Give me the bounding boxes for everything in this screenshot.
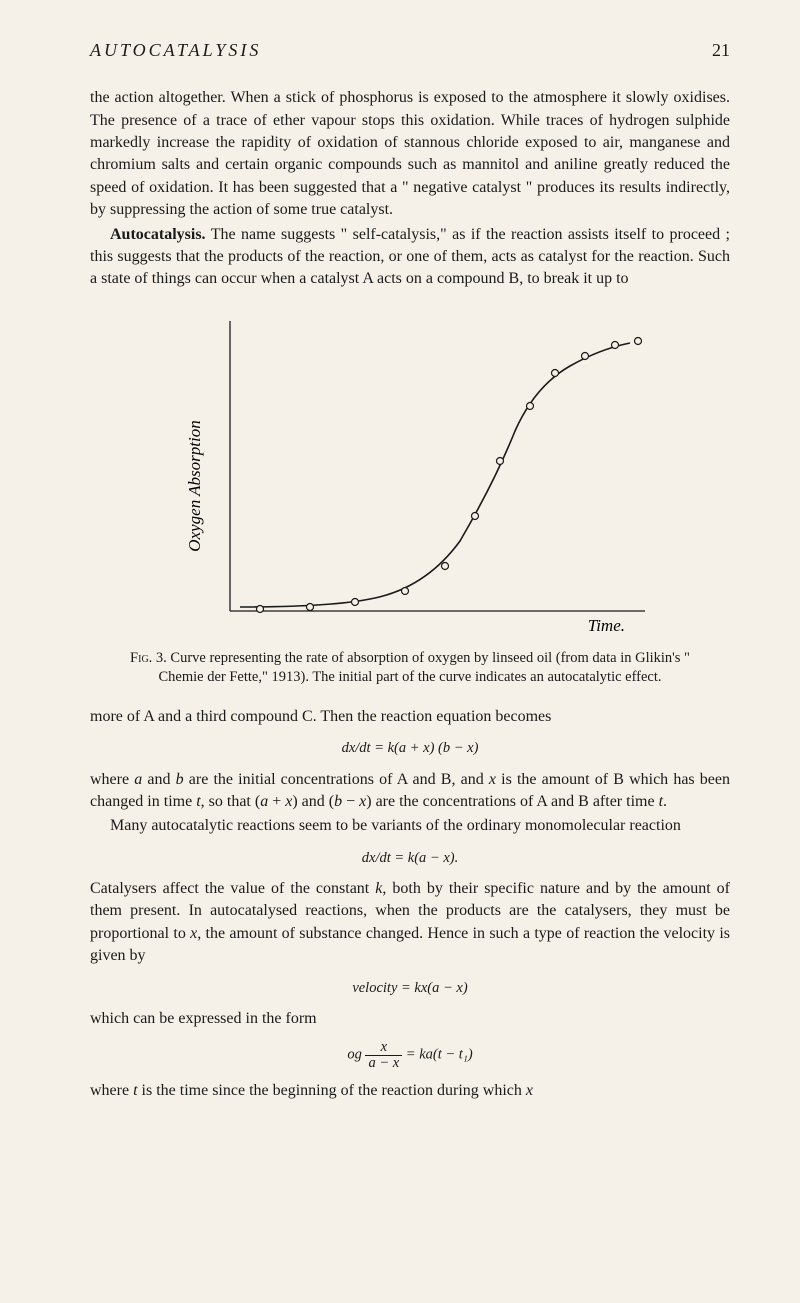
paragraph-2: Autocatalysis. The name suggests " self-… [90, 224, 730, 291]
y-axis-label: Oxygen Absorption [185, 420, 204, 551]
autocatalysis-heading: Autocatalysis. [110, 226, 206, 243]
equation-1: dx/dt = k(a + x) (b − x) [90, 738, 730, 758]
paragraph-3: more of A and a third compound C. Then t… [90, 706, 730, 728]
data-point [442, 562, 449, 569]
x-axis-label: Time. [588, 616, 625, 635]
data-point [402, 587, 409, 594]
page-number: 21 [712, 38, 730, 63]
data-point [472, 512, 479, 519]
data-point [307, 603, 314, 610]
paragraph-5: Many autocatalytic reactions seem to be … [90, 815, 730, 837]
paragraph-7: which can be expressed in the form [90, 1008, 730, 1030]
paragraph-4: where a and b are the initial concentrat… [90, 769, 730, 814]
equation-3: velocity = kx(a − x) [90, 978, 730, 998]
data-point [497, 457, 504, 464]
figure-caption-text: Curve representing the rate of absorptio… [158, 650, 689, 686]
equation-2: dx/dt = k(a − x). [90, 848, 730, 868]
data-point [352, 598, 359, 605]
oxygen-absorption-chart: Oxygen Absorption Time. [170, 311, 650, 641]
data-point [527, 402, 534, 409]
data-point [582, 352, 589, 359]
paragraph-6: Catalysers affect the value of the const… [90, 878, 730, 968]
figure-label: Fig. 3. [130, 650, 167, 666]
paragraph-8: where t is the time since the beginning … [90, 1080, 730, 1102]
equation-4: og xa − x = ka(t − t₁) [90, 1040, 730, 1070]
sigmoid-curve [240, 343, 630, 607]
page-title: AUTOCATALYSIS [90, 38, 261, 63]
fraction: xa − x [365, 1040, 402, 1070]
data-point [635, 337, 642, 344]
figure-caption: Fig. 3. Curve representing the rate of a… [130, 649, 690, 688]
data-point [552, 369, 559, 376]
page-header: AUTOCATALYSIS 21 [90, 38, 730, 63]
figure-3: Oxygen Absorption Time. [90, 311, 730, 641]
data-point [612, 341, 619, 348]
data-point [257, 605, 264, 612]
paragraph-1: the action altogether. When a stick of p… [90, 87, 730, 221]
